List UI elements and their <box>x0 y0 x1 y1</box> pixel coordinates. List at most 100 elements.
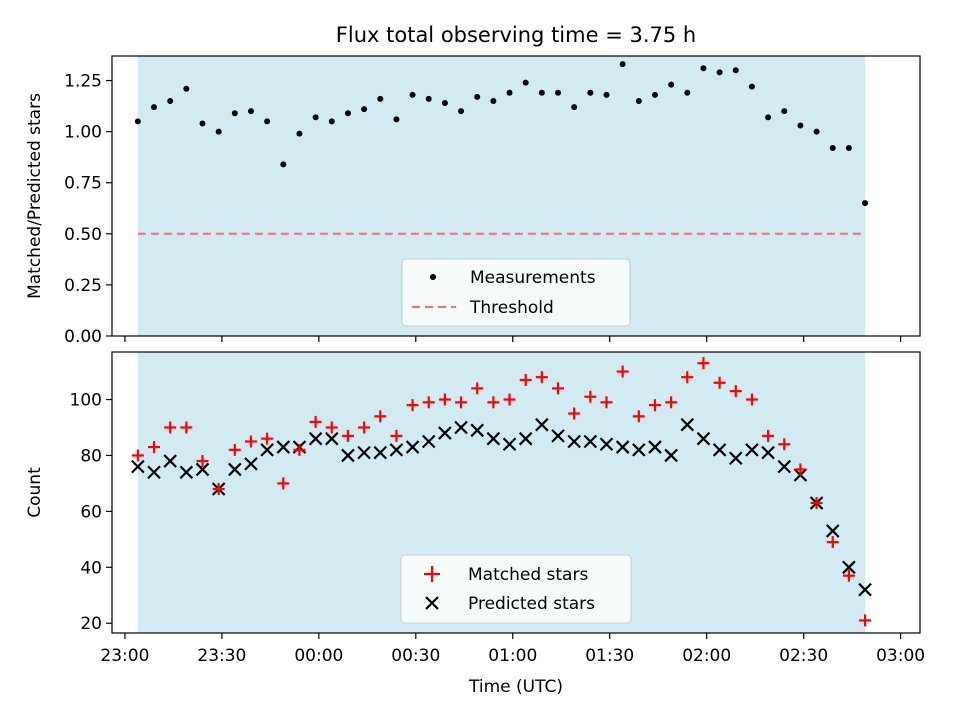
predicted-stars-point <box>567 434 581 449</box>
measurement-point <box>748 83 755 90</box>
matched-stars-point <box>584 390 597 403</box>
predicted-stars-point <box>228 462 242 477</box>
matched-stars-point <box>277 477 290 490</box>
y-tick-label: 80 <box>80 446 102 466</box>
measurement-point <box>409 91 416 98</box>
measurement-point <box>393 116 400 123</box>
matched-stars-point <box>471 382 484 395</box>
x-tick-label: 01:00 <box>488 646 537 666</box>
predicted-stars-point <box>341 448 355 463</box>
predicted-stars-point <box>712 443 727 457</box>
predicted-stars-point <box>470 423 484 438</box>
panel-ratio: 0.00 0.25 0.50 0.75 1.00 1.25 Matched/Predict… <box>25 55 921 347</box>
predicted-stars-point <box>260 443 274 457</box>
measurement-point <box>797 122 804 129</box>
measurement-point <box>215 128 222 135</box>
legend-label-measurements: Measurements <box>470 268 596 288</box>
legend-marker-predicted <box>425 596 439 610</box>
predicted-stars-point <box>373 445 388 460</box>
x-tick-label: 23:30 <box>197 646 246 666</box>
matched-stars-point <box>665 396 678 409</box>
y-tick-label: 20 <box>80 614 102 634</box>
matched-stars-point <box>180 421 193 434</box>
matched-stars-point <box>552 382 565 395</box>
predicted-stars-point <box>195 462 210 477</box>
legend-marker-measurements <box>430 274 436 280</box>
y-tick-label: 0.00 <box>64 327 102 347</box>
predicted-stars-point <box>518 431 533 446</box>
predicted-stars-point <box>648 440 662 454</box>
matched-stars-point <box>212 483 225 496</box>
matched-stars-point <box>293 443 306 456</box>
predicted-stars-point <box>535 417 549 432</box>
y-tick-label: 100 <box>70 391 102 411</box>
predicted-stars-point <box>551 429 565 443</box>
matched-stars-point <box>778 438 791 451</box>
measurement-point <box>312 114 319 121</box>
matched-stars-point <box>600 396 613 409</box>
matched-stars-point <box>762 429 775 442</box>
predicted-stars-point <box>179 465 194 480</box>
y-tick-label: 60 <box>80 502 102 522</box>
axes-frame-top <box>111 55 921 337</box>
measurement-point <box>732 67 739 74</box>
measurement-point <box>199 120 206 127</box>
matched-stars-point <box>713 376 726 389</box>
y-axis-label-ratio: Matched/Predicted stars <box>25 93 45 299</box>
matched-stars-point <box>535 371 548 384</box>
y-tick-label: 1.00 <box>64 123 102 143</box>
legend-label-matched: Matched stars <box>468 565 588 585</box>
matched-stars-point <box>422 396 435 409</box>
matched-stars-point <box>568 407 581 420</box>
measurement-point <box>668 81 675 88</box>
matched-stars-point <box>794 463 807 476</box>
measurement-point <box>716 69 723 76</box>
measurement-point <box>506 89 513 96</box>
measurement-point <box>377 95 384 102</box>
predicted-stars-point <box>486 431 501 446</box>
predicted-stars-point <box>632 443 646 457</box>
matched-stars-point <box>648 399 661 412</box>
matched-stars-point <box>438 393 451 406</box>
predicted-stars-point <box>438 426 452 440</box>
predicted-stars-point <box>615 440 630 454</box>
chart-title: Flux total observing time = 3.75 h <box>336 23 696 47</box>
y-tick-label: 0.50 <box>64 225 102 245</box>
predicted-stars-point <box>389 443 404 457</box>
predicted-stars-point <box>680 417 695 432</box>
matched-stars-point <box>244 435 257 448</box>
x-axis-label: Time (UTC) <box>468 677 563 697</box>
predicted-stars-point <box>858 582 872 597</box>
measurement-point <box>829 144 836 151</box>
matched-stars-point <box>745 393 758 406</box>
predicted-stars-point <box>405 440 420 454</box>
matched-stars-point <box>729 385 742 398</box>
matched-stars-point <box>810 496 823 509</box>
predicted-stars-point <box>583 434 598 449</box>
measurement-point <box>344 110 351 117</box>
predicted-stars-point <box>599 437 614 452</box>
measurement-point <box>151 104 158 111</box>
measurement-point <box>328 118 335 125</box>
measurement-point <box>700 65 707 72</box>
predicted-stars-point <box>502 437 517 452</box>
y-tick-label: 40 <box>80 558 102 578</box>
matched-stars-point <box>228 443 241 456</box>
measurement-point <box>587 89 594 96</box>
x-tick-label: 03:00 <box>876 646 925 666</box>
predicted-stars-point <box>761 445 775 460</box>
matched-stars-point <box>196 455 209 468</box>
predicted-stars-point <box>276 440 291 454</box>
matched-stars-point <box>406 399 419 412</box>
legend-box-top <box>401 258 631 327</box>
predicted-stars-point <box>696 431 711 446</box>
predicted-stars-point <box>163 454 177 468</box>
matched-stars-point <box>390 429 403 442</box>
panel-counts: 20 40 60 80 100 23:00 23:30 00:00 00:30 01:00 01:… <box>25 351 925 697</box>
x-tick-label: 02:30 <box>779 646 828 666</box>
measurement-point <box>765 114 772 121</box>
matched-stars-point <box>697 357 710 370</box>
measurement-point <box>522 79 529 86</box>
matched-stars-point <box>842 569 855 582</box>
